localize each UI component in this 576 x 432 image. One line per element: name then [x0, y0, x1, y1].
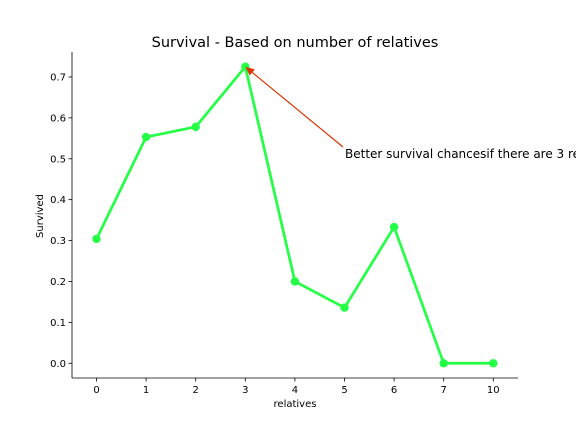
y-tick-label: 0.0 — [50, 359, 66, 370]
series-line — [95, 65, 494, 365]
y-tick-label: 0.3 — [50, 236, 66, 247]
y-tick-label: 0.2 — [50, 277, 66, 288]
data-point — [489, 359, 498, 368]
data-point — [141, 132, 151, 142]
chart-title: Survival - Based on number of relatives — [152, 35, 439, 51]
x-tick-label: 6 — [391, 385, 397, 396]
x-tick-label: 10 — [487, 385, 500, 396]
y-tick-label: 0.5 — [50, 154, 66, 165]
y-tick-label: 0.7 — [50, 72, 66, 83]
data-point — [290, 277, 300, 286]
annotation-arrow-line — [251, 71, 344, 148]
x-axis-label: relatives — [274, 399, 317, 410]
x-tick-label: 3 — [242, 385, 248, 396]
y-tick-label: 0.4 — [50, 195, 66, 206]
data-point — [340, 303, 349, 312]
data-point — [389, 222, 399, 232]
y-tick-label: 0.1 — [50, 318, 66, 329]
y-axis-label: Survived — [35, 194, 46, 238]
x-tick-label: 7 — [441, 385, 447, 396]
x-tick-label: 1 — [143, 385, 149, 396]
annotation-text: Better survival chancesif there are 3 re… — [345, 147, 576, 161]
x-tick-label: 0 — [93, 385, 99, 396]
x-tick-label: 4 — [292, 385, 298, 396]
annotation-arrow-head — [245, 66, 255, 76]
data-point — [439, 359, 448, 368]
data-point — [191, 122, 200, 132]
plot-area: 0.0 0.1 0.2 0.3 0.4 0.5 0.6 0.7 0 1 2 3 4 5 6 7 10 — [50, 52, 518, 396]
y-tick-label: 0.6 — [50, 113, 66, 124]
data-point — [92, 234, 101, 244]
x-tick-label: 5 — [341, 385, 347, 396]
x-tick-label: 2 — [193, 385, 199, 396]
